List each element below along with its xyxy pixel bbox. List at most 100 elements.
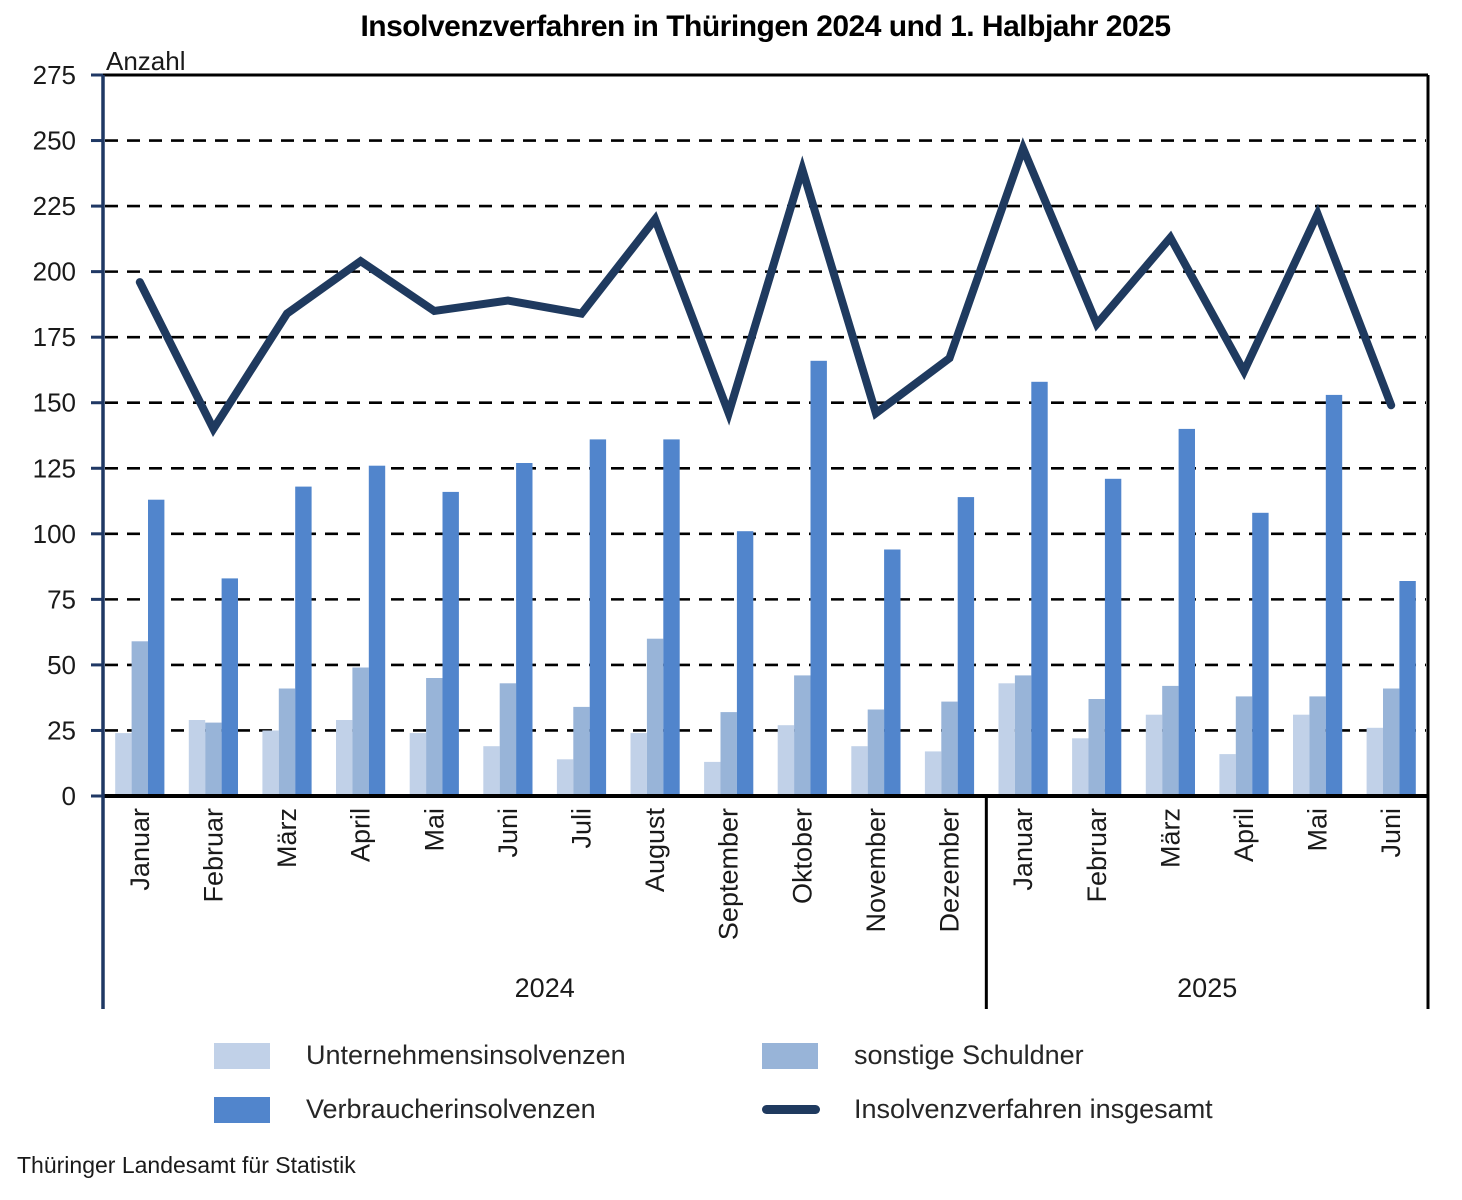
bar: [867, 709, 885, 796]
legend-line-sample: [762, 1105, 820, 1114]
legend-label: Insolvenzverfahren insgesamt: [854, 1094, 1213, 1124]
bar: [941, 701, 958, 796]
month-label: Februar: [198, 808, 228, 903]
y-axis-title: Anzahl: [106, 46, 186, 76]
month-label: März: [272, 808, 302, 868]
legend-item-sonstige-schuldner: sonstige Schuldner: [762, 1040, 1084, 1071]
bar: [630, 733, 647, 796]
bar: [646, 638, 664, 796]
y-tick-label: 200: [33, 257, 76, 287]
month-label: Mai: [1303, 808, 1333, 852]
bar: [884, 549, 901, 796]
bar: [794, 675, 811, 796]
bar: [1309, 696, 1326, 796]
legend-label: Unternehmensinsolvenzen: [306, 1040, 626, 1070]
month-label: Februar: [1082, 808, 1112, 903]
y-tick-label: 275: [33, 60, 76, 90]
bar: [131, 641, 148, 796]
year-label: 2025: [1177, 973, 1237, 1003]
bar: [720, 712, 737, 796]
total-line: [135, 137, 1396, 437]
month-label: Juni: [1376, 808, 1406, 858]
bar: [1366, 727, 1383, 796]
bar: [483, 746, 500, 796]
legend-label: sonstige Schuldner: [854, 1040, 1084, 1070]
bar: [736, 531, 754, 796]
bar: [1252, 512, 1269, 796]
month-label: Dezember: [935, 808, 965, 933]
legend-swatch-unternehmensinsolvenzen: [214, 1042, 270, 1069]
bar: [426, 678, 443, 796]
y-tick-label: 100: [33, 519, 76, 549]
year-label: 2024: [515, 973, 575, 1003]
month-label: Juli: [567, 808, 597, 849]
bar: [352, 667, 369, 796]
bar: [1104, 478, 1122, 796]
bar: [589, 439, 607, 796]
y-tick-label: 50: [47, 650, 76, 680]
bar: [1293, 714, 1310, 796]
bar: [1031, 381, 1048, 796]
y-tick-label: 75: [47, 584, 76, 614]
bar: [295, 486, 312, 796]
bar: [851, 746, 868, 796]
month-label: August: [640, 808, 670, 893]
bar: [704, 761, 721, 796]
bar: [516, 463, 533, 796]
legend-item-unternehmensinsolvenzen: Unternehmensinsolvenzen: [214, 1040, 626, 1071]
bar: [573, 706, 590, 796]
chart-canvas: 0 25 50 75 100 125 150 175 200 225 250 275 Januar Feb…: [33, 60, 1430, 1009]
y-tick-label: 0: [62, 781, 76, 811]
y-axis-ticks: [91, 73, 103, 798]
year-labels: 2024 2025: [515, 973, 1238, 1003]
source-note: Thüringer Landesamt für Statistik: [17, 1152, 356, 1178]
bar-series-unternehmensinsolvenzen: [115, 683, 1383, 796]
month-label: Oktober: [787, 808, 817, 904]
month-label: April: [346, 808, 376, 862]
bar: [262, 730, 279, 796]
y-tick-label: 125: [33, 453, 76, 483]
bar: [1178, 428, 1195, 796]
bar: [1325, 394, 1343, 796]
bar: [1219, 754, 1236, 796]
y-tick-label: 150: [33, 388, 76, 418]
bar: [998, 683, 1015, 796]
y-axis-labels: 0 25 50 75 100 125 150 175 200 225 250 275: [33, 60, 76, 811]
bar: [957, 497, 975, 796]
bar: [924, 751, 942, 796]
page-title: Insolvenzverfahren in Thüringen 2024 und…: [360, 10, 1171, 43]
y-tick-label: 175: [33, 322, 76, 352]
legend-label: Verbraucherinsolvenzen: [306, 1094, 596, 1124]
bar: [1235, 696, 1253, 796]
bar: [1145, 714, 1163, 796]
bar: [1072, 738, 1089, 796]
month-label: März: [1155, 808, 1185, 868]
legend-swatch-verbraucherinsolvenzen: [214, 1096, 270, 1123]
legend-item-verbraucherinsolvenzen: Verbraucherinsolvenzen: [214, 1094, 596, 1125]
bar: [368, 465, 386, 796]
month-label: November: [861, 808, 891, 933]
y-tick-label: 25: [47, 715, 76, 745]
bar: [499, 683, 517, 796]
month-label: Januar: [1008, 808, 1038, 891]
bar: [777, 725, 795, 796]
legend-item-insolvenzverfahren-insgesamt: Insolvenzverfahren insgesamt: [762, 1094, 1213, 1125]
x-axis-labels: Januar Februar März April Mai Juni Juli August S…: [125, 808, 1406, 941]
bar: [409, 733, 427, 796]
month-label: April: [1229, 808, 1259, 862]
bar: [442, 491, 459, 796]
bar: [810, 360, 827, 796]
bar: [148, 499, 165, 796]
bar: [115, 733, 132, 796]
y-tick-label: 250: [33, 126, 76, 156]
bar: [336, 720, 353, 796]
bar: [221, 578, 238, 796]
bar: [1383, 688, 1400, 796]
bar: [1162, 685, 1179, 796]
legend-swatch-sonstige-schuldner: [762, 1042, 818, 1069]
bar-series-sonstige-schuldner: [131, 638, 1400, 796]
bar: [556, 759, 574, 796]
legend: Unternehmensinsolvenzen sonstige Schuldn…: [0, 1032, 1462, 1132]
bar: [188, 720, 206, 796]
bar-series-verbraucherinsolvenzen: [148, 360, 1416, 796]
